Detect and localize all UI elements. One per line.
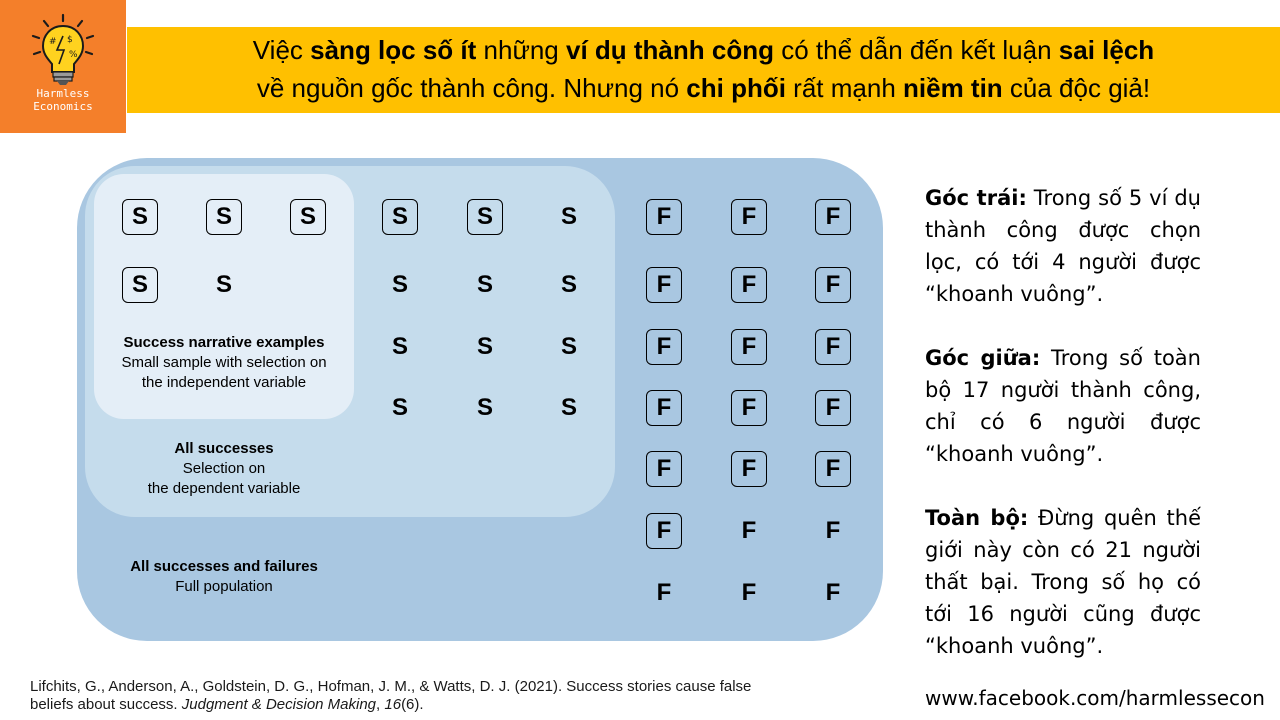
failure-marker-boxed: F xyxy=(731,390,767,426)
svg-text:#: # xyxy=(49,37,57,47)
success-marker-boxed: S xyxy=(382,199,418,235)
headline-bold: chi phối xyxy=(686,73,786,103)
headline-bold: ví dụ thành công xyxy=(566,35,774,65)
headline-text: Việc xyxy=(252,35,311,65)
headline-text: có thể dẫn đến kết luận xyxy=(774,35,1059,65)
sidebar-note-label: Góc giữa: xyxy=(925,346,1041,370)
failure-marker: F xyxy=(825,579,841,606)
sidebar-note-label: Toàn bộ: xyxy=(925,506,1029,530)
headline-text: của độc giả! xyxy=(1002,73,1151,103)
success-marker: S xyxy=(391,271,408,298)
logo-text: Harmless Economics xyxy=(0,87,126,113)
failure-marker-boxed: F xyxy=(646,199,682,235)
narrative-caption-line-1: Small sample with selection on xyxy=(121,354,327,371)
sidebar-note-middle: Góc giữa: Trong số toàn bộ 17 người thàn… xyxy=(925,342,1201,470)
logo: # $ % Harmless Economics xyxy=(0,0,126,133)
successes-caption-line-2: the dependent variable xyxy=(147,480,301,497)
svg-text:%: % xyxy=(69,50,78,60)
sidebar-note-text: Trong số 5 ví dụ thành công được chọn lọ… xyxy=(925,186,1201,306)
failure-marker-boxed: F xyxy=(815,267,851,303)
success-marker-boxed: S xyxy=(206,199,242,235)
failure-marker-boxed: F xyxy=(815,390,851,426)
narrative-region xyxy=(94,174,354,419)
failure-marker-boxed: F xyxy=(815,451,851,487)
headline-bold: niềm tin xyxy=(903,73,1003,103)
failure-marker-boxed: F xyxy=(815,329,851,365)
success-marker: S xyxy=(560,203,577,230)
narrative-caption-title: Success narrative examples xyxy=(123,334,325,351)
failure-marker: F xyxy=(825,517,841,544)
successes-caption-title: All successes xyxy=(174,440,274,457)
success-marker-boxed: S xyxy=(122,267,158,303)
headline-line-2: về nguồn gốc thành công. Nhưng nó chi ph… xyxy=(127,73,1280,104)
success-marker: S xyxy=(560,271,577,298)
success-marker: S xyxy=(476,271,493,298)
success-marker: S xyxy=(476,333,493,360)
headline-text: những xyxy=(476,35,566,65)
citation: Lifchits, G., Anderson, A., Goldstein, D… xyxy=(30,678,790,714)
logo-line-1: Harmless xyxy=(36,87,90,100)
successes-caption: All successes Selection on the dependent… xyxy=(94,439,354,499)
headline-bold: sàng lọc số ít xyxy=(310,35,477,65)
svg-text:$: $ xyxy=(67,35,73,45)
sidebar-note-label: Góc trái: xyxy=(925,186,1027,210)
success-marker: S xyxy=(391,333,408,360)
citation-sep: , xyxy=(376,696,385,713)
success-marker-boxed: S xyxy=(290,199,326,235)
failure-marker-boxed: F xyxy=(731,199,767,235)
failure-marker-boxed: F xyxy=(646,513,682,549)
sidebar-note-left: Góc trái: Trong số 5 ví dụ thành công đư… xyxy=(925,182,1201,310)
narrative-caption-line-2: the independent variable xyxy=(141,374,307,391)
failure-marker-boxed: F xyxy=(731,451,767,487)
citation-journal: Judgment & Decision Making xyxy=(181,696,377,713)
failure-marker-boxed: F xyxy=(646,329,682,365)
population-caption-title: All successes and failures xyxy=(130,558,318,575)
failure-marker-boxed: F xyxy=(646,390,682,426)
failure-marker-boxed: F xyxy=(646,451,682,487)
headline-text: về nguồn gốc thành công. Nhưng nó xyxy=(256,73,687,103)
failure-marker: F xyxy=(741,579,757,606)
failure-marker: F xyxy=(741,517,757,544)
success-marker-boxed: S xyxy=(467,199,503,235)
headline-bold: sai lệch xyxy=(1058,35,1155,65)
failure-marker-boxed: F xyxy=(646,267,682,303)
success-marker: S xyxy=(560,333,577,360)
success-marker-boxed: S xyxy=(122,199,158,235)
sidebar-note-whole: Toàn bộ: Đừng quên thế giới này còn có 2… xyxy=(925,502,1201,662)
citation-volume: 16 xyxy=(384,696,402,713)
success-marker: S xyxy=(391,394,408,421)
sidebar-note-text: Trong số toàn bộ 17 người thành công, ch… xyxy=(925,346,1201,466)
failure-marker-boxed: F xyxy=(815,199,851,235)
citation-issue: (6). xyxy=(401,696,424,713)
success-marker: S xyxy=(560,394,577,421)
population-caption: All successes and failures Full populati… xyxy=(94,557,354,597)
population-caption-line-1: Full population xyxy=(175,578,273,595)
facebook-url[interactable]: www.facebook.com/harmlessecon xyxy=(925,686,1265,710)
headline-banner: Việc sàng lọc số ít những ví dụ thành cô… xyxy=(127,27,1280,113)
failure-marker-boxed: F xyxy=(731,267,767,303)
narrative-caption: Success narrative examples Small sample … xyxy=(94,333,354,393)
success-marker: S xyxy=(215,271,232,298)
lightbulb-icon: # $ % xyxy=(31,13,95,85)
successes-caption-line-1: Selection on xyxy=(182,460,266,477)
failure-marker-boxed: F xyxy=(731,329,767,365)
sidebar-note-text: Đừng quên thế giới này còn có 21 người t… xyxy=(925,506,1201,658)
citation-text: Lifchits, G., Anderson, A., Goldstein, D… xyxy=(30,678,752,713)
failure-marker: F xyxy=(656,579,672,606)
success-marker: S xyxy=(476,394,493,421)
headline-text: rất mạnh xyxy=(785,73,904,103)
logo-line-2: Economics xyxy=(33,100,93,113)
headline-line-1: Việc sàng lọc số ít những ví dụ thành cô… xyxy=(127,35,1280,66)
